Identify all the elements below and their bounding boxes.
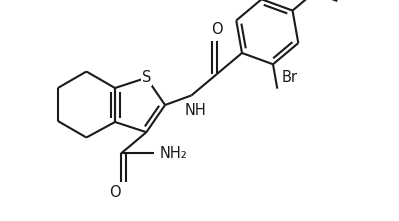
Text: NH₂: NH₂ bbox=[160, 146, 188, 161]
Text: NH: NH bbox=[185, 103, 206, 118]
Text: O: O bbox=[211, 22, 223, 37]
Text: S: S bbox=[142, 70, 151, 85]
Text: Br: Br bbox=[281, 70, 297, 85]
Text: O: O bbox=[109, 185, 121, 200]
